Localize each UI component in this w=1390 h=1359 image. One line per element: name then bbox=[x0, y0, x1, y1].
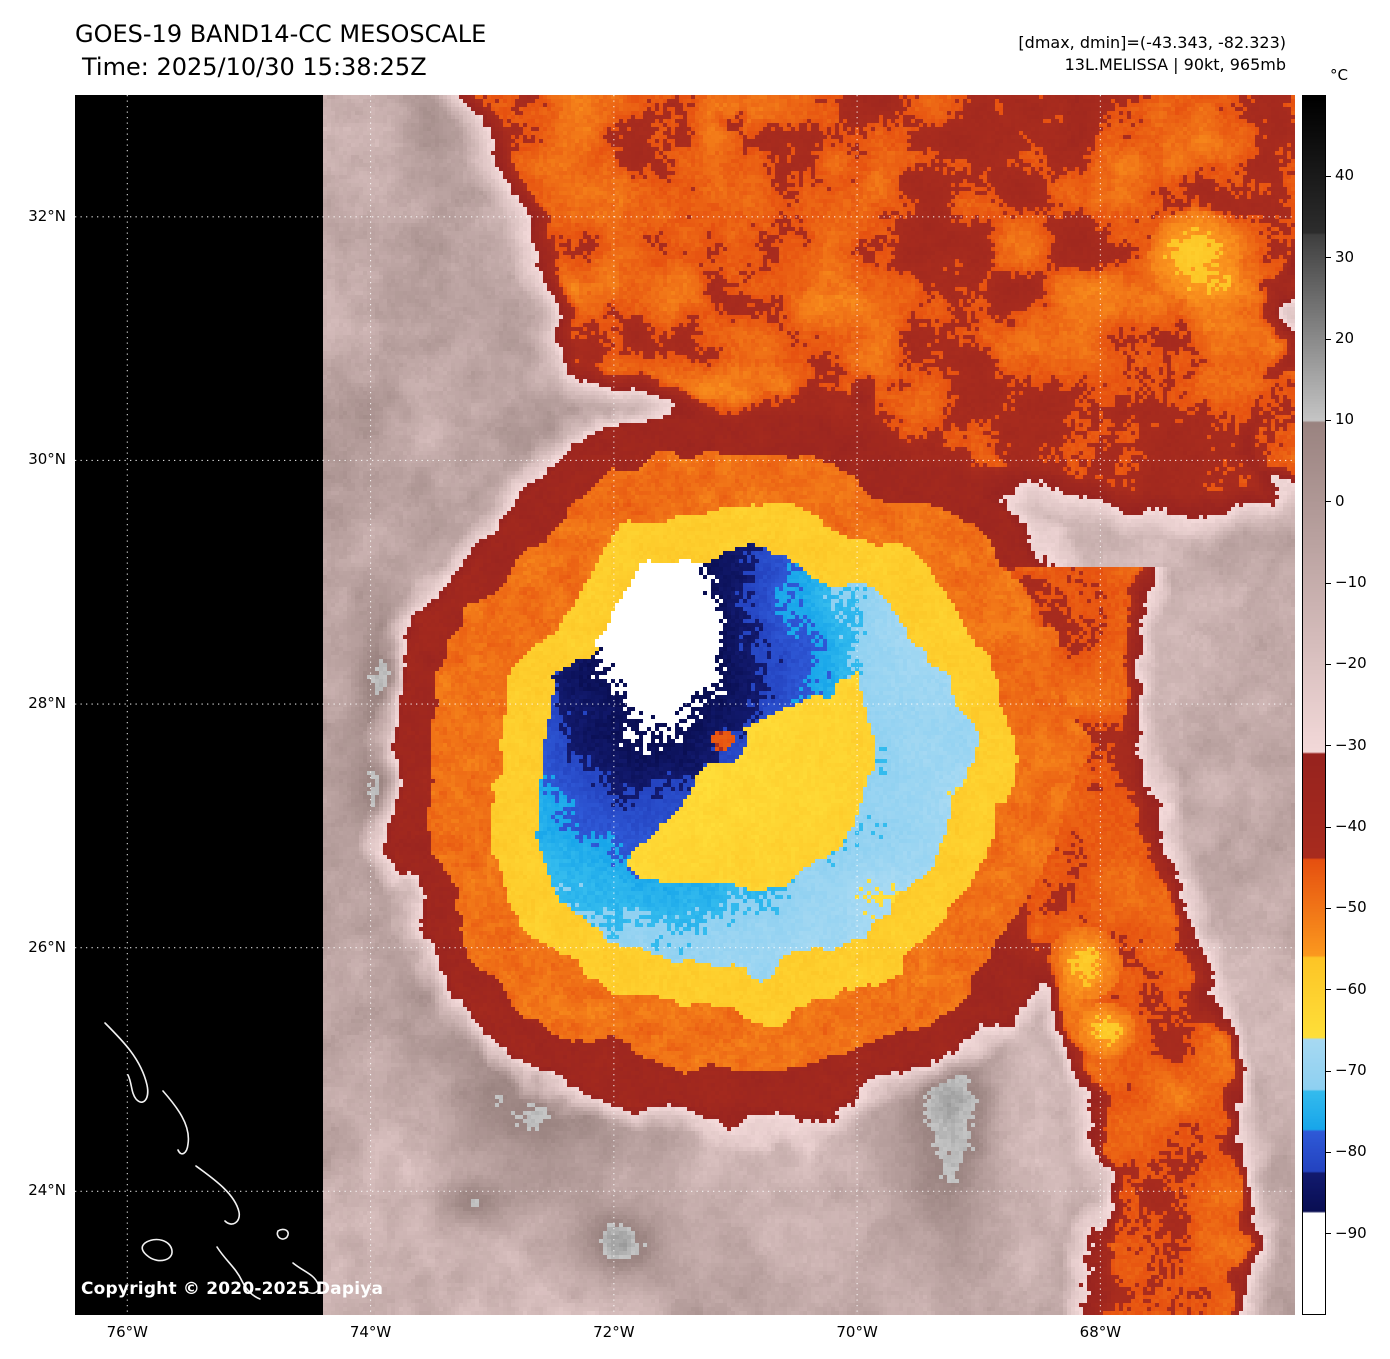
colorbar-tick-label: 10 bbox=[1335, 410, 1355, 429]
coastline bbox=[104, 1022, 149, 1103]
coastlines bbox=[104, 1022, 320, 1300]
copyright-watermark: Copyright © 2020-2025 Dapiya bbox=[81, 1279, 384, 1299]
colorbar-tick-label: 20 bbox=[1335, 329, 1355, 347]
lon-tick-label: 68°W bbox=[1079, 1323, 1122, 1341]
colorbar-tick-label: −60 bbox=[1335, 979, 1367, 998]
lat-tick-label: 26°N bbox=[28, 937, 66, 956]
coastline bbox=[216, 1246, 261, 1300]
colorbar-tick-mark bbox=[1326, 826, 1331, 828]
lon-tick-label: 76°W bbox=[106, 1323, 148, 1341]
colorbar-tick-label: −40 bbox=[1335, 817, 1367, 835]
colorbar-tick-mark bbox=[1326, 175, 1331, 177]
product-title: GOES-19 BAND14-CC MESOSCALE bbox=[75, 20, 487, 48]
colorbar-tick-label: −90 bbox=[1335, 1223, 1367, 1242]
storm-info: 13L.MELISSA | 90kt, 965mb bbox=[1064, 55, 1286, 74]
colorbar-tick-mark bbox=[1326, 989, 1331, 991]
colorbar-tick-mark bbox=[1326, 1070, 1331, 1072]
timestamp: Time: 2025/10/30 15:38:25Z bbox=[82, 53, 427, 81]
header-annotations: [dmax, dmin]=(-43.343, -82.323) 13L.MELI… bbox=[1018, 32, 1286, 76]
colorbar-tick-mark bbox=[1326, 907, 1331, 909]
colorbar-tick-mark bbox=[1326, 582, 1331, 584]
lat-tick-label: 32°N bbox=[28, 206, 66, 225]
coastline bbox=[141, 1238, 173, 1262]
colorbar-tick-mark bbox=[1326, 1151, 1331, 1153]
coastline bbox=[195, 1165, 241, 1225]
colorbar-tick-label: 40 bbox=[1335, 166, 1355, 185]
dmax-dmin-readout: [dmax, dmin]=(-43.343, -82.323) bbox=[1018, 33, 1286, 52]
colorbar-tick-label: 30 bbox=[1335, 247, 1355, 266]
colorbar-tick-mark bbox=[1326, 663, 1331, 665]
map-overlay bbox=[75, 95, 1295, 1315]
colorbar-tick-label: −80 bbox=[1335, 1142, 1367, 1161]
coastline bbox=[162, 1090, 190, 1155]
colorbar-tick-label: 0 bbox=[1335, 491, 1345, 510]
colorbar-tick-label: −20 bbox=[1335, 654, 1367, 673]
graticule bbox=[75, 95, 1295, 1315]
colorbar-tick-mark bbox=[1326, 501, 1331, 503]
colorbar-tick-label: −50 bbox=[1335, 898, 1367, 917]
header: GOES-19 BAND14-CC MESOSCALE Time: 2025/1… bbox=[75, 18, 486, 84]
lon-tick-label: 70°W bbox=[836, 1323, 878, 1341]
colorbar-tick-label: −30 bbox=[1335, 735, 1367, 754]
lon-tick-label: 72°W bbox=[593, 1323, 635, 1341]
colorbar-tick-mark bbox=[1326, 1233, 1331, 1235]
colorbar-tick-mark bbox=[1326, 745, 1331, 747]
colorbar-tick-label: −10 bbox=[1335, 573, 1367, 591]
lon-tick-label: 74°W bbox=[349, 1323, 392, 1341]
lat-tick-label: 30°N bbox=[28, 450, 66, 469]
colorbar-canvas bbox=[1302, 95, 1326, 1315]
colorbar-tick-mark bbox=[1326, 338, 1331, 340]
lat-tick-label: 24°N bbox=[28, 1181, 66, 1200]
colorbar-unit-label: °C bbox=[1330, 66, 1348, 84]
colorbar-tick-label: −70 bbox=[1335, 1061, 1367, 1079]
lat-tick-label: 28°N bbox=[28, 694, 66, 713]
satellite-canvas bbox=[75, 95, 1295, 1315]
satellite-map: Copyright © 2020-2025 Dapiya bbox=[75, 95, 1295, 1315]
colorbar-tick-mark bbox=[1326, 419, 1331, 421]
coastline bbox=[292, 1262, 320, 1294]
colorbar-tick-mark bbox=[1326, 257, 1331, 259]
coastline bbox=[276, 1228, 289, 1240]
